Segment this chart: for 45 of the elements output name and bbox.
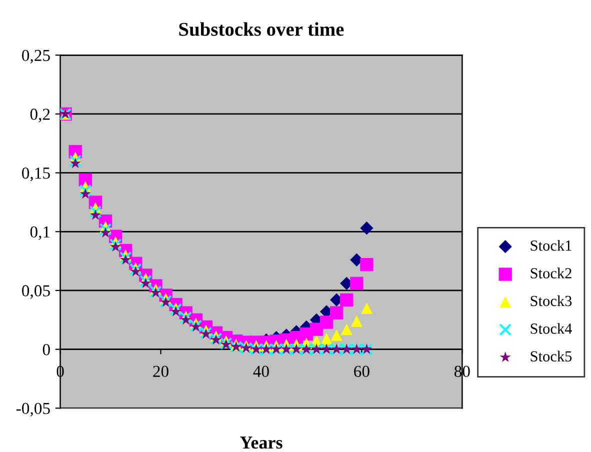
- point: [80, 188, 91, 199]
- y-tick-label: 0,2: [30, 108, 50, 122]
- x-tick-label: 20: [153, 366, 168, 378]
- point: [140, 278, 152, 288]
- point: [100, 227, 112, 238]
- point: [350, 315, 362, 327]
- point: [120, 254, 132, 265]
- point: [360, 258, 374, 272]
- y-tick-label: 0,15: [22, 168, 50, 182]
- y-tick-label: 0,1: [30, 226, 50, 240]
- point: [180, 314, 192, 325]
- point: [99, 223, 112, 236]
- point: [320, 332, 332, 345]
- legend-label: Stock5: [530, 350, 572, 362]
- point: [130, 266, 142, 276]
- y-tick-label: 0,05: [22, 285, 50, 299]
- y-tick-label: -0,05: [16, 402, 50, 416]
- x-axis-title: Years: [240, 436, 282, 449]
- point: [109, 238, 122, 251]
- point: [89, 205, 102, 218]
- point: [119, 251, 132, 264]
- point: [350, 276, 364, 290]
- x-tick-label: 60: [354, 366, 370, 378]
- x-tick-label: 40: [253, 366, 269, 378]
- chart-title: Substocks over time: [179, 22, 344, 36]
- point: [79, 184, 92, 197]
- legend-label: Stock1: [530, 240, 572, 251]
- point: [360, 222, 374, 235]
- point: [330, 329, 342, 342]
- point: [340, 324, 352, 336]
- point: [90, 209, 101, 220]
- y-tick-label: 0: [42, 344, 50, 356]
- point: [320, 316, 334, 329]
- point: [340, 293, 354, 306]
- point: [69, 154, 82, 168]
- point: [139, 274, 152, 288]
- point: [330, 306, 344, 320]
- y-tick-label: 0,25: [22, 50, 50, 64]
- point: [360, 302, 373, 314]
- legend-label: Stock3: [530, 295, 572, 306]
- legend-label: Stock2: [530, 268, 572, 278]
- point: [110, 241, 122, 252]
- point: [70, 158, 81, 168]
- legend-label: Stock4: [530, 323, 572, 334]
- point: [170, 306, 182, 316]
